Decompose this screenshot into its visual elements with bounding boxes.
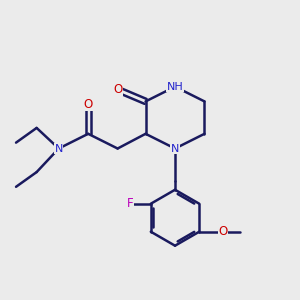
Text: O: O: [83, 98, 93, 111]
Text: N: N: [55, 143, 63, 154]
Text: F: F: [127, 197, 134, 210]
Text: O: O: [218, 225, 227, 238]
Text: NH: NH: [167, 82, 183, 92]
Text: O: O: [113, 83, 122, 96]
Text: N: N: [171, 143, 179, 154]
